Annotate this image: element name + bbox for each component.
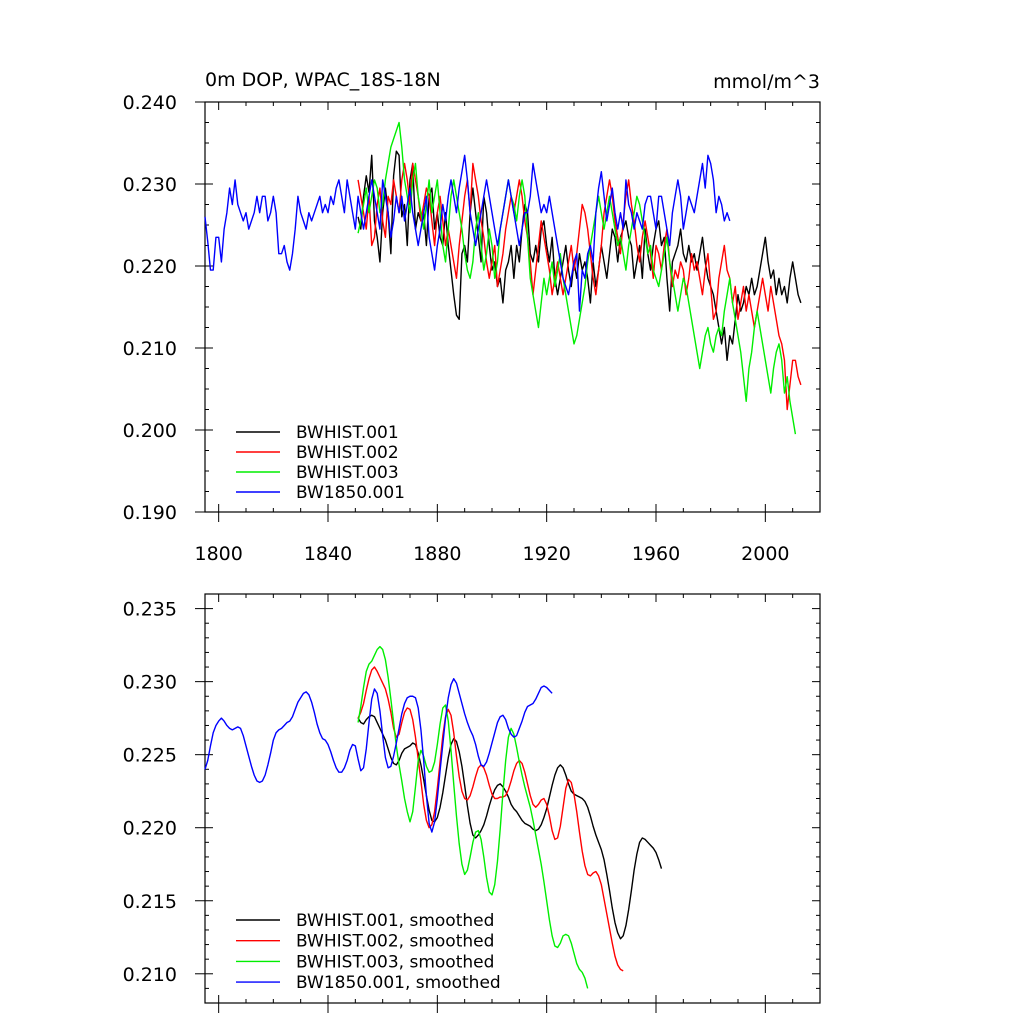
series-line-bwhist-002-smoothed [357, 666, 624, 972]
x-tick-label: 2000 [741, 543, 789, 565]
legend-label: BWHIST.001 [296, 423, 399, 443]
x-tick-label: 1880 [413, 543, 461, 565]
series-line-bwhist-003 [357, 121, 797, 435]
legend-label: BWHIST.002 [296, 443, 399, 463]
y-tick-label: 0.230 [123, 174, 177, 196]
x-tick-label: 1800 [194, 543, 242, 565]
series-line-bwhist-001-smoothed [357, 714, 663, 940]
y-tick-label: 0.235 [123, 599, 177, 621]
chart-title: 0m DOP, WPAC_18S-18N [205, 69, 441, 91]
y-tick-label: 0.215 [123, 891, 177, 913]
top-panel: 0m DOP, WPAC_18S-18N mmol/m^3 1800 1840 18… [123, 69, 821, 565]
legend-label: BWHIST.003 [296, 463, 399, 483]
legend-label: BWHIST.003, smoothed [296, 952, 494, 972]
y-tick-label: 0.190 [123, 502, 177, 524]
y-tick-label: 0.210 [123, 964, 177, 986]
series-line-bw1850-001 [204, 154, 731, 312]
x-tick-label: 1920 [522, 543, 570, 565]
y-tick-label: 0.220 [123, 818, 177, 840]
legend-label: BWHIST.002, smoothed [296, 932, 494, 952]
series-line-bwhist-001 [357, 150, 802, 361]
y-tick-label: 0.200 [123, 420, 177, 442]
legend-label: BW1850.001 [296, 483, 405, 503]
legend-label: BWHIST.001, smoothed [296, 911, 494, 931]
y-tick-label: 0.225 [123, 745, 177, 767]
x-tick-label: 1840 [304, 543, 352, 565]
y-tick-label: 0.210 [123, 338, 177, 360]
y-tick-label: 0.230 [123, 672, 177, 694]
x-tick-label: 1960 [632, 543, 680, 565]
y-tick-label: 0.240 [123, 92, 177, 114]
legend-label: BW1850.001, smoothed [296, 973, 501, 993]
bottom-panel: 0.210 0.215 0.220 0.225 0.230 0.235 BWHIST.001… [123, 593, 821, 1013]
series-line-bw1850-001-smoothed [204, 678, 553, 833]
units-label: mmol/m^3 [713, 71, 820, 93]
y-tick-label: 0.220 [123, 256, 177, 278]
series-line-bwhist-002 [357, 162, 802, 411]
